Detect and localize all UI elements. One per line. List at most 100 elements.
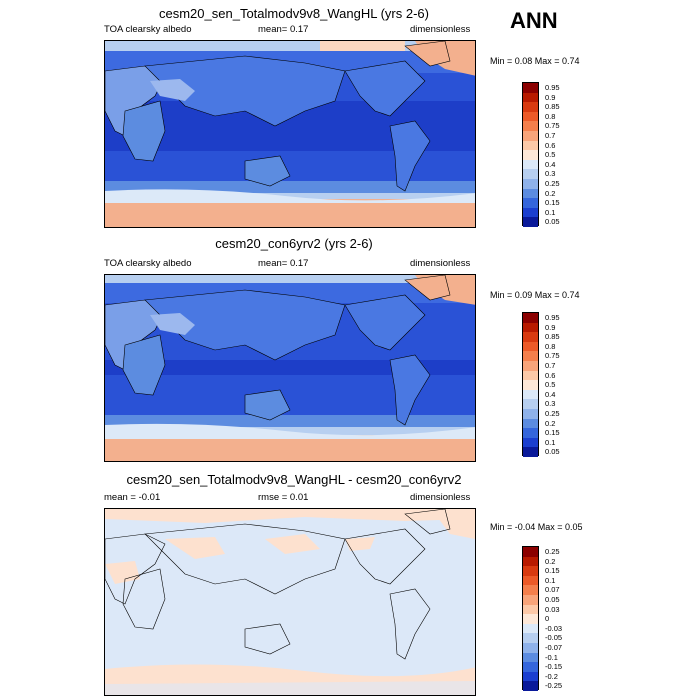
panel-3-mean: mean = -0.01 xyxy=(104,492,161,503)
colorbar-label: -0.25 xyxy=(545,681,563,691)
panel-1-variable: TOA clearsky albedo xyxy=(104,24,192,35)
colorbar-label: 0.1 xyxy=(545,575,556,585)
panel-3-units: dimensionless xyxy=(410,492,471,503)
colorbar-label: 0.15 xyxy=(545,566,560,576)
colorbar-label: 0.2 xyxy=(545,188,556,198)
colorbar-swatch xyxy=(523,547,538,557)
colorbar-swatch xyxy=(523,556,538,567)
colorbar-swatch xyxy=(523,351,538,361)
colorbar-swatch xyxy=(523,652,538,663)
colorbar-swatch xyxy=(523,92,538,103)
colorbar-label: 0.3 xyxy=(545,169,556,179)
colorbar-swatch xyxy=(523,178,538,189)
colorbar-label: 0.4 xyxy=(545,389,556,399)
colorbar-swatch xyxy=(523,389,538,400)
colorbar-label: 0.2 xyxy=(545,418,556,428)
colorbar-label: -0.2 xyxy=(545,671,558,681)
colorbar-swatch xyxy=(523,418,538,429)
colorbar-label: -0.03 xyxy=(545,623,563,633)
colorbar-label: 0.5 xyxy=(545,150,556,160)
colorbar-label: 0.05 xyxy=(545,217,560,227)
colorbar-label: -0.1 xyxy=(545,652,558,662)
colorbar-label: 0.15 xyxy=(545,428,560,438)
colorbar-label: 0.8 xyxy=(545,341,556,351)
colorbar-swatch xyxy=(523,671,538,682)
colorbar-swatch xyxy=(523,575,538,586)
colorbar-label: 0.05 xyxy=(545,595,560,604)
colorbar-swatch xyxy=(523,594,538,605)
colorbar-swatch xyxy=(523,83,538,93)
colorbar-swatch xyxy=(523,332,538,342)
season-label: ANN xyxy=(510,8,558,33)
colorbar-label: 0.8 xyxy=(545,111,556,121)
colorbar-swatch xyxy=(523,102,538,112)
colorbar-label: 0.4 xyxy=(545,159,556,169)
colorbar-swatch xyxy=(523,217,538,227)
colorbar-label: 0.25 xyxy=(545,179,560,188)
colorbar-swatch xyxy=(523,604,538,615)
panel-2-variable: TOA clearsky albedo xyxy=(104,258,192,269)
colorbar-label: 0.15 xyxy=(545,198,560,208)
colorbar-swatch xyxy=(523,681,538,691)
colorbar-label: 0.7 xyxy=(545,131,556,140)
colorbar-label: 0.2 xyxy=(545,556,556,566)
colorbar-swatch xyxy=(523,313,538,323)
panel-1-mean: mean= 0.17 xyxy=(258,24,309,35)
colorbar-label: 0.95 xyxy=(545,313,560,322)
panel-1-units: dimensionless xyxy=(410,24,471,35)
colorbar-label: 0.6 xyxy=(545,370,556,380)
colorbar-swatch xyxy=(523,662,538,672)
colorbar-label: 0.85 xyxy=(545,332,560,342)
panel-1-colorbar xyxy=(522,82,539,227)
colorbar-swatch xyxy=(523,360,538,371)
colorbar-label: 0.9 xyxy=(545,322,556,332)
colorbar-swatch xyxy=(523,566,538,576)
colorbar-label: 0.25 xyxy=(545,547,560,556)
panel-2-title: cesm20_con6yrv2 (yrs 2-6) xyxy=(215,236,373,251)
colorbar-swatch xyxy=(523,447,538,457)
colorbar-label: 0.05 xyxy=(545,447,560,457)
panel-3-map xyxy=(104,508,476,696)
colorbar-label: 0.75 xyxy=(545,121,560,131)
colorbar-label: 0 xyxy=(545,614,550,624)
panel-2-minmax: Min = 0.09 Max = 0.74 xyxy=(490,290,580,300)
colorbar-swatch xyxy=(523,585,538,595)
panel-2-map xyxy=(104,274,476,462)
colorbar-swatch xyxy=(523,614,538,624)
colorbar-label: -0.05 xyxy=(545,633,563,643)
colorbar-label: -0.07 xyxy=(545,643,563,652)
colorbar-swatch xyxy=(523,370,538,381)
colorbar-label: 0.1 xyxy=(545,437,556,447)
colorbar-swatch xyxy=(523,150,538,160)
colorbar-swatch xyxy=(523,623,538,634)
colorbar-swatch xyxy=(523,140,538,151)
colorbar-swatch xyxy=(523,380,538,390)
colorbar-label: 0.75 xyxy=(545,351,560,361)
panel-2-mean: mean= 0.17 xyxy=(258,258,309,269)
colorbar-swatch xyxy=(523,341,538,352)
colorbar-label: 0.03 xyxy=(545,604,560,614)
colorbar-label: 0.95 xyxy=(545,83,560,92)
colorbar-swatch xyxy=(523,322,538,333)
colorbar-label: 0.9 xyxy=(545,92,556,102)
colorbar-label: 0.07 xyxy=(545,585,560,595)
panel-1-title: cesm20_sen_Totalmodv9v8_WangHL (yrs 2-6) xyxy=(159,6,429,21)
colorbar-swatch xyxy=(523,408,538,419)
colorbar-swatch xyxy=(523,159,538,170)
panel-1-map xyxy=(104,40,476,228)
colorbar-swatch xyxy=(523,399,538,409)
colorbar-swatch xyxy=(523,642,538,653)
colorbar-swatch xyxy=(523,207,538,218)
colorbar-label: 0.85 xyxy=(545,102,560,112)
panel-3-colorbar xyxy=(522,546,539,691)
panel-2-colorbar xyxy=(522,312,539,457)
colorbar-swatch xyxy=(523,121,538,131)
panel-3-minmax: Min = -0.04 Max = 0.05 xyxy=(490,522,583,532)
colorbar-label: -0.15 xyxy=(545,662,563,672)
panel-2-map-svg xyxy=(105,275,475,461)
colorbar-swatch xyxy=(523,633,538,643)
colorbar-label: 0.25 xyxy=(545,409,560,418)
colorbar-swatch xyxy=(523,428,538,438)
colorbar-swatch xyxy=(523,130,538,141)
colorbar-swatch xyxy=(523,188,538,199)
